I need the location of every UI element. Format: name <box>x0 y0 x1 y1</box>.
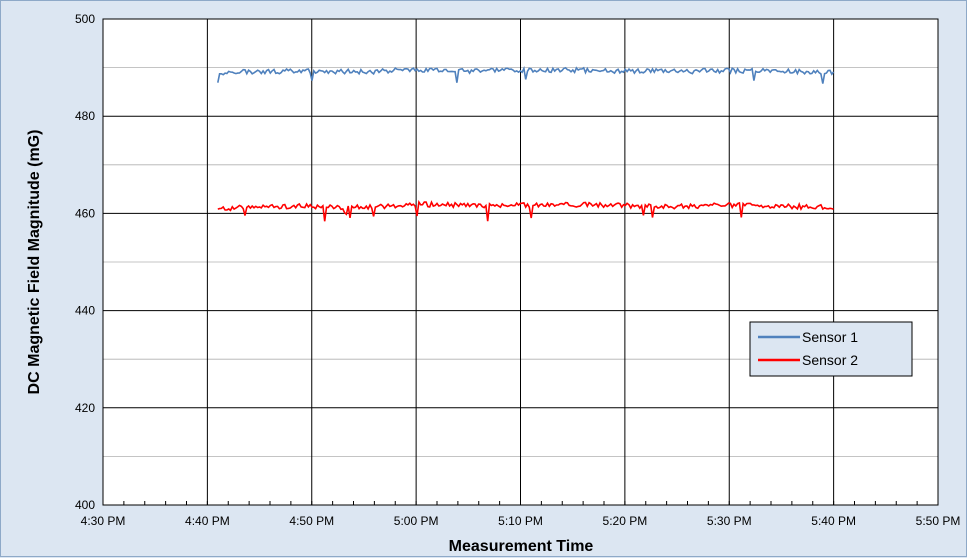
y-tick-label: 500 <box>75 12 95 26</box>
x-tick-label: 5:40 PM <box>811 514 856 528</box>
x-tick-label: 5:10 PM <box>498 514 543 528</box>
legend-label-2: Sensor 2 <box>802 352 858 368</box>
y-tick-label: 440 <box>75 304 95 318</box>
x-tick-label: 5:00 PM <box>394 514 439 528</box>
legend-label-1: Sensor 1 <box>802 329 858 345</box>
y-tick-label: 460 <box>75 206 95 220</box>
axes <box>102 18 939 506</box>
y-axis-title: DC Magnetic Field Magnitude (mG) <box>26 130 43 395</box>
x-axis-title: Measurement Time <box>449 538 594 555</box>
x-tick-label: 4:50 PM <box>289 514 334 528</box>
y-tick-label: 420 <box>75 401 95 415</box>
y-tick-label: 400 <box>75 498 95 512</box>
series-line-2 <box>217 199 834 222</box>
plot-border <box>102 18 939 506</box>
x-tick-label: 4:40 PM <box>185 514 230 528</box>
y-tick-label: 480 <box>75 109 95 123</box>
x-tick-label: 4:30 PM <box>81 514 126 528</box>
x-tick-label: 5:20 PM <box>603 514 648 528</box>
legend-box <box>749 321 913 377</box>
series-group <box>217 65 835 222</box>
tick-labels: 400 420 440 460 480 500 4:30 PM 4:40 PM 4:50 PM 5… <box>75 12 960 528</box>
x-tick-label: 5:50 PM <box>916 514 961 528</box>
series-line-1 <box>217 65 835 84</box>
legend: Sensor 1 Sensor 2 <box>749 321 913 377</box>
x-tick-label: 5:30 PM <box>707 514 752 528</box>
